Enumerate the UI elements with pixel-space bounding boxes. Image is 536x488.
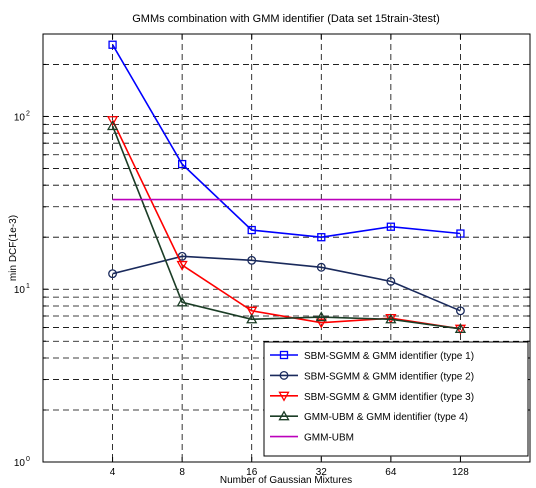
data-point: [247, 225, 256, 235]
legend-label: SBM-SGMM & GMM identifier (type 3): [304, 392, 474, 403]
data-point: [385, 313, 397, 324]
data-point: [456, 229, 465, 238]
legend-marker: [278, 410, 290, 421]
series-line: [112, 255, 461, 312]
grid: [43, 33, 530, 463]
data-point: [317, 233, 326, 242]
legend: SBM-SGMM & GMM identifier (type 1) SBM-SG…: [263, 341, 529, 457]
data-point: [176, 260, 188, 271]
data-point: [315, 311, 327, 322]
data-point: [177, 159, 187, 169]
data-point: [316, 262, 326, 272]
data-point: [386, 276, 396, 286]
data-point: [315, 318, 327, 329]
legend-item: SBM-SGMM & GMM identifier (type 2): [270, 370, 474, 382]
data-point: [454, 322, 467, 333]
legend-item: GMM-UBM & GMM identifier (type 4): [270, 410, 468, 423]
data-point: [247, 255, 257, 265]
y-axis-label: min DCF(1e-3): [8, 215, 19, 281]
series-line: [111, 125, 461, 330]
legend-marker: [278, 391, 290, 402]
legend-marker: [279, 370, 289, 380]
legend-label: GMM-UBM: [304, 433, 354, 444]
data-point: [106, 116, 119, 127]
x-axis-label: Number of Gaussian Mixtures: [220, 475, 352, 486]
data-point: [246, 313, 258, 324]
series-1: [108, 40, 465, 242]
x-tick-label: 128: [452, 467, 469, 478]
y-tick-label: 10: [14, 458, 26, 469]
legend-label: SBM-SGMM & GMM identifier (type 1): [304, 351, 474, 362]
legend-label: SBM-SGMM & GMM identifier (type 2): [304, 371, 474, 382]
series-line: [111, 119, 461, 330]
data-point: [108, 269, 118, 279]
series-4: [106, 120, 467, 333]
x-tick-label: 32: [316, 467, 328, 478]
x-tick-label: 16: [246, 467, 258, 478]
series-line: [111, 44, 461, 239]
y-tick-exponent: 1: [26, 283, 30, 290]
chart-title: GMMs combination with GMM identifier (Da…: [132, 13, 440, 25]
legend-box: [263, 341, 529, 457]
data-point: [246, 306, 258, 317]
data-point: [386, 222, 396, 231]
series-group: [106, 40, 467, 335]
data-point: [108, 40, 117, 49]
y-tick-label: 10: [14, 112, 26, 123]
legend-item: SBM-SGMM & GMM identifier (type 1): [270, 350, 474, 362]
y-tick-label: 10: [14, 285, 26, 296]
legend-label: GMM-UBM & GMM identifier (type 4): [304, 412, 468, 423]
x-tick-label: 8: [179, 467, 185, 478]
plot-frame: [42, 33, 531, 463]
y-tick-exponent: 2: [26, 110, 30, 117]
data-point: [106, 120, 119, 131]
legend-item: SBM-SGMM & GMM identifier (type 3): [270, 391, 474, 403]
series-2: [108, 251, 465, 316]
x-tick-label: 64: [385, 467, 397, 478]
data-point: [455, 306, 465, 316]
legend-item: GMM-UBM: [270, 433, 354, 444]
x-tick-label: 4: [110, 467, 116, 478]
data-point: [176, 296, 188, 307]
legend-marker: [279, 350, 289, 360]
y-tick-exponent: 0: [26, 456, 30, 463]
